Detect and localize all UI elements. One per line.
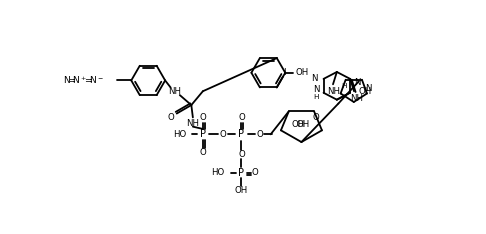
Text: HO: HO	[173, 130, 186, 139]
Text: O: O	[167, 113, 174, 122]
Text: O: O	[238, 113, 245, 122]
Text: O: O	[252, 168, 259, 177]
Text: OH: OH	[235, 186, 248, 195]
Text: O: O	[257, 130, 263, 139]
Text: P: P	[200, 129, 206, 139]
Text: P: P	[238, 168, 244, 178]
Text: O: O	[312, 113, 319, 122]
Text: OH: OH	[295, 68, 309, 77]
Text: N: N	[313, 85, 320, 94]
Text: NH: NH	[327, 88, 340, 96]
Text: NH: NH	[186, 119, 199, 128]
Text: H: H	[341, 83, 347, 89]
Text: OH: OH	[292, 120, 305, 129]
Text: O: O	[238, 150, 245, 159]
Text: O: O	[220, 130, 226, 139]
Text: HO: HO	[211, 168, 225, 177]
Text: I: I	[283, 68, 286, 77]
Text: N: N	[365, 84, 372, 93]
Text: P: P	[238, 129, 244, 139]
Text: H: H	[313, 94, 318, 100]
Text: NH: NH	[350, 95, 363, 103]
Text: O: O	[199, 113, 206, 122]
Text: O: O	[199, 148, 206, 157]
Text: N: N	[311, 74, 317, 83]
Text: N: N	[354, 77, 361, 87]
Text: N$\!\!\!=\!\!\!$N$^+\!\!\!=\!\!\!$N$^-$: N$\!\!\!=\!\!\!$N$^+\!\!\!=\!\!\!$N$^-$	[63, 75, 104, 86]
Text: OH: OH	[358, 88, 372, 96]
Text: NH: NH	[168, 87, 181, 96]
Text: OH: OH	[296, 120, 310, 129]
